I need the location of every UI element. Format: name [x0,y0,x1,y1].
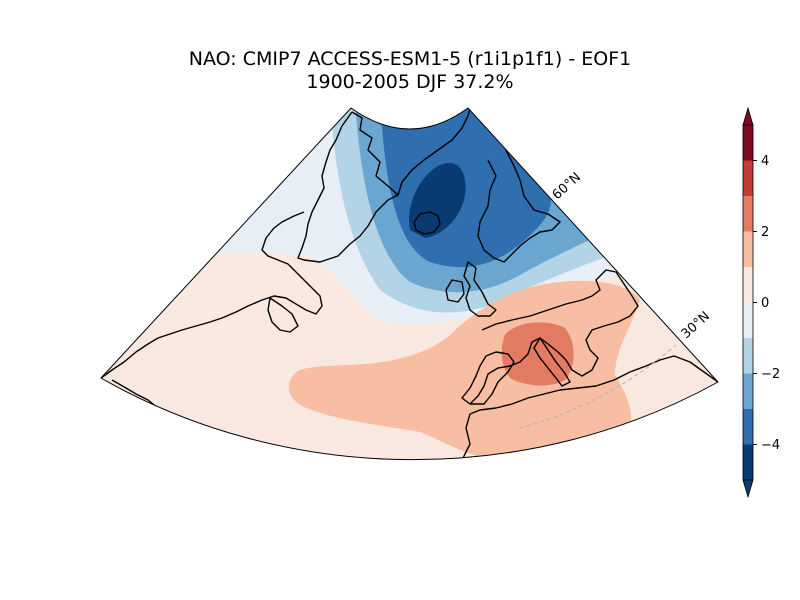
colorbar-seg-neg3-neg2 [743,373,753,409]
coastline-north-africa [469,355,718,415]
coastline-scandinavia [477,111,561,263]
coastline-ireland [445,279,465,303]
colorbar-extend-min [742,479,754,499]
map-field [101,108,718,460]
coastline-italy [533,337,571,387]
map-boundary [100,107,719,461]
coastline-west-africa [451,413,471,460]
contour-band-lt-neg4 [409,162,466,238]
colorbar-tick-neg2: −2 [761,367,780,382]
colorbar-tick-0: 0 [761,296,769,311]
gridline-label-60n: 60°N [550,170,584,203]
coastline-labrador [267,297,299,333]
colorbar-tick-2: 2 [761,225,769,240]
colorbar-seg-2-3 [743,196,753,232]
colorbar: 4 2 0 −2 −4 [742,106,780,499]
coastline-iberia [461,351,515,405]
colorbar-seg-3-4 [743,160,753,196]
coastline-greenland-west [297,111,399,263]
colorbar-seg-neg2-neg1 [743,338,753,374]
coastline-north-america [101,211,323,379]
colorbar-seg-1-2 [743,231,753,267]
coastline-iceland [413,211,441,235]
coastline-europe [469,269,639,405]
coastline-great-britain [463,261,497,317]
plot-title-line2: 1900-2005 DJF 37.2% [306,71,513,93]
colorbar-tick-4: 4 [761,154,769,169]
colorbar-seg-neg4-neg3 [743,409,753,445]
colorbar-seg-4-5 [743,125,753,161]
colorbar-tick-neg4: −4 [761,438,780,453]
gridline-30n [519,344,677,429]
coastlines [101,108,718,460]
colorbar-seg-lt-neg4 [743,444,753,480]
gridline-label-30n: 30°N [679,309,713,342]
colorbar-extend-max [742,106,754,126]
colorbar-seg-neg1-0 [743,302,753,338]
colorbar-seg-0-1 [743,267,753,303]
plot-title-line1: NAO: CMIP7 ACCESS-ESM1-5 (r1i1p1f1) - EO… [189,48,631,70]
